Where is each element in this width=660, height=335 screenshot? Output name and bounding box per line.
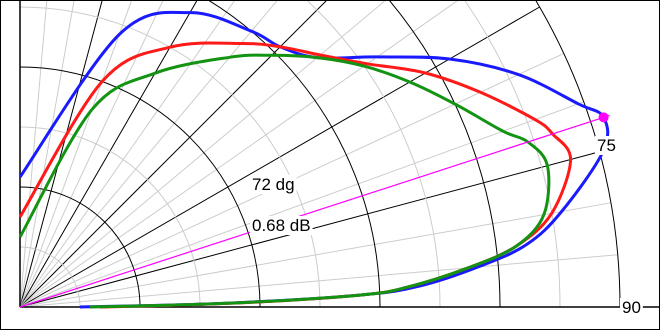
grid-ring--6 (388, 0, 501, 308)
angle-tick-label-90: 90 (622, 298, 641, 317)
grid-spoke-45 (19, 0, 328, 308)
series-group (18, 10, 610, 309)
grid-spoke-40 (19, 0, 279, 308)
tick-75-background (595, 136, 618, 155)
marker-value-label-background (250, 216, 313, 235)
grid-ring--21 (19, 126, 201, 308)
marker-angle-label-background (250, 175, 297, 194)
marker-line (19, 114, 610, 308)
grid-ring-0 (534, 0, 621, 308)
tick-90-background (620, 298, 643, 317)
series-line-red (18, 41, 573, 309)
grid-ring--12 (206, 0, 381, 308)
angle-tick-label-75: 75 (597, 136, 616, 155)
marker-angle-label: 72 dg (252, 175, 295, 194)
grid-ring--18 (19, 66, 261, 308)
marker-group (19, 112, 610, 308)
grid-ring--27 (19, 246, 81, 308)
grid-ring--15 (19, 6, 321, 308)
polar-grid (19, 0, 660, 308)
grid-ring--9 (305, 0, 441, 308)
grid-ring--3 (463, 0, 561, 308)
marker-dot (598, 112, 609, 123)
marker-value-label: 0.68 dB (252, 216, 311, 235)
series-line-green (18, 53, 551, 309)
